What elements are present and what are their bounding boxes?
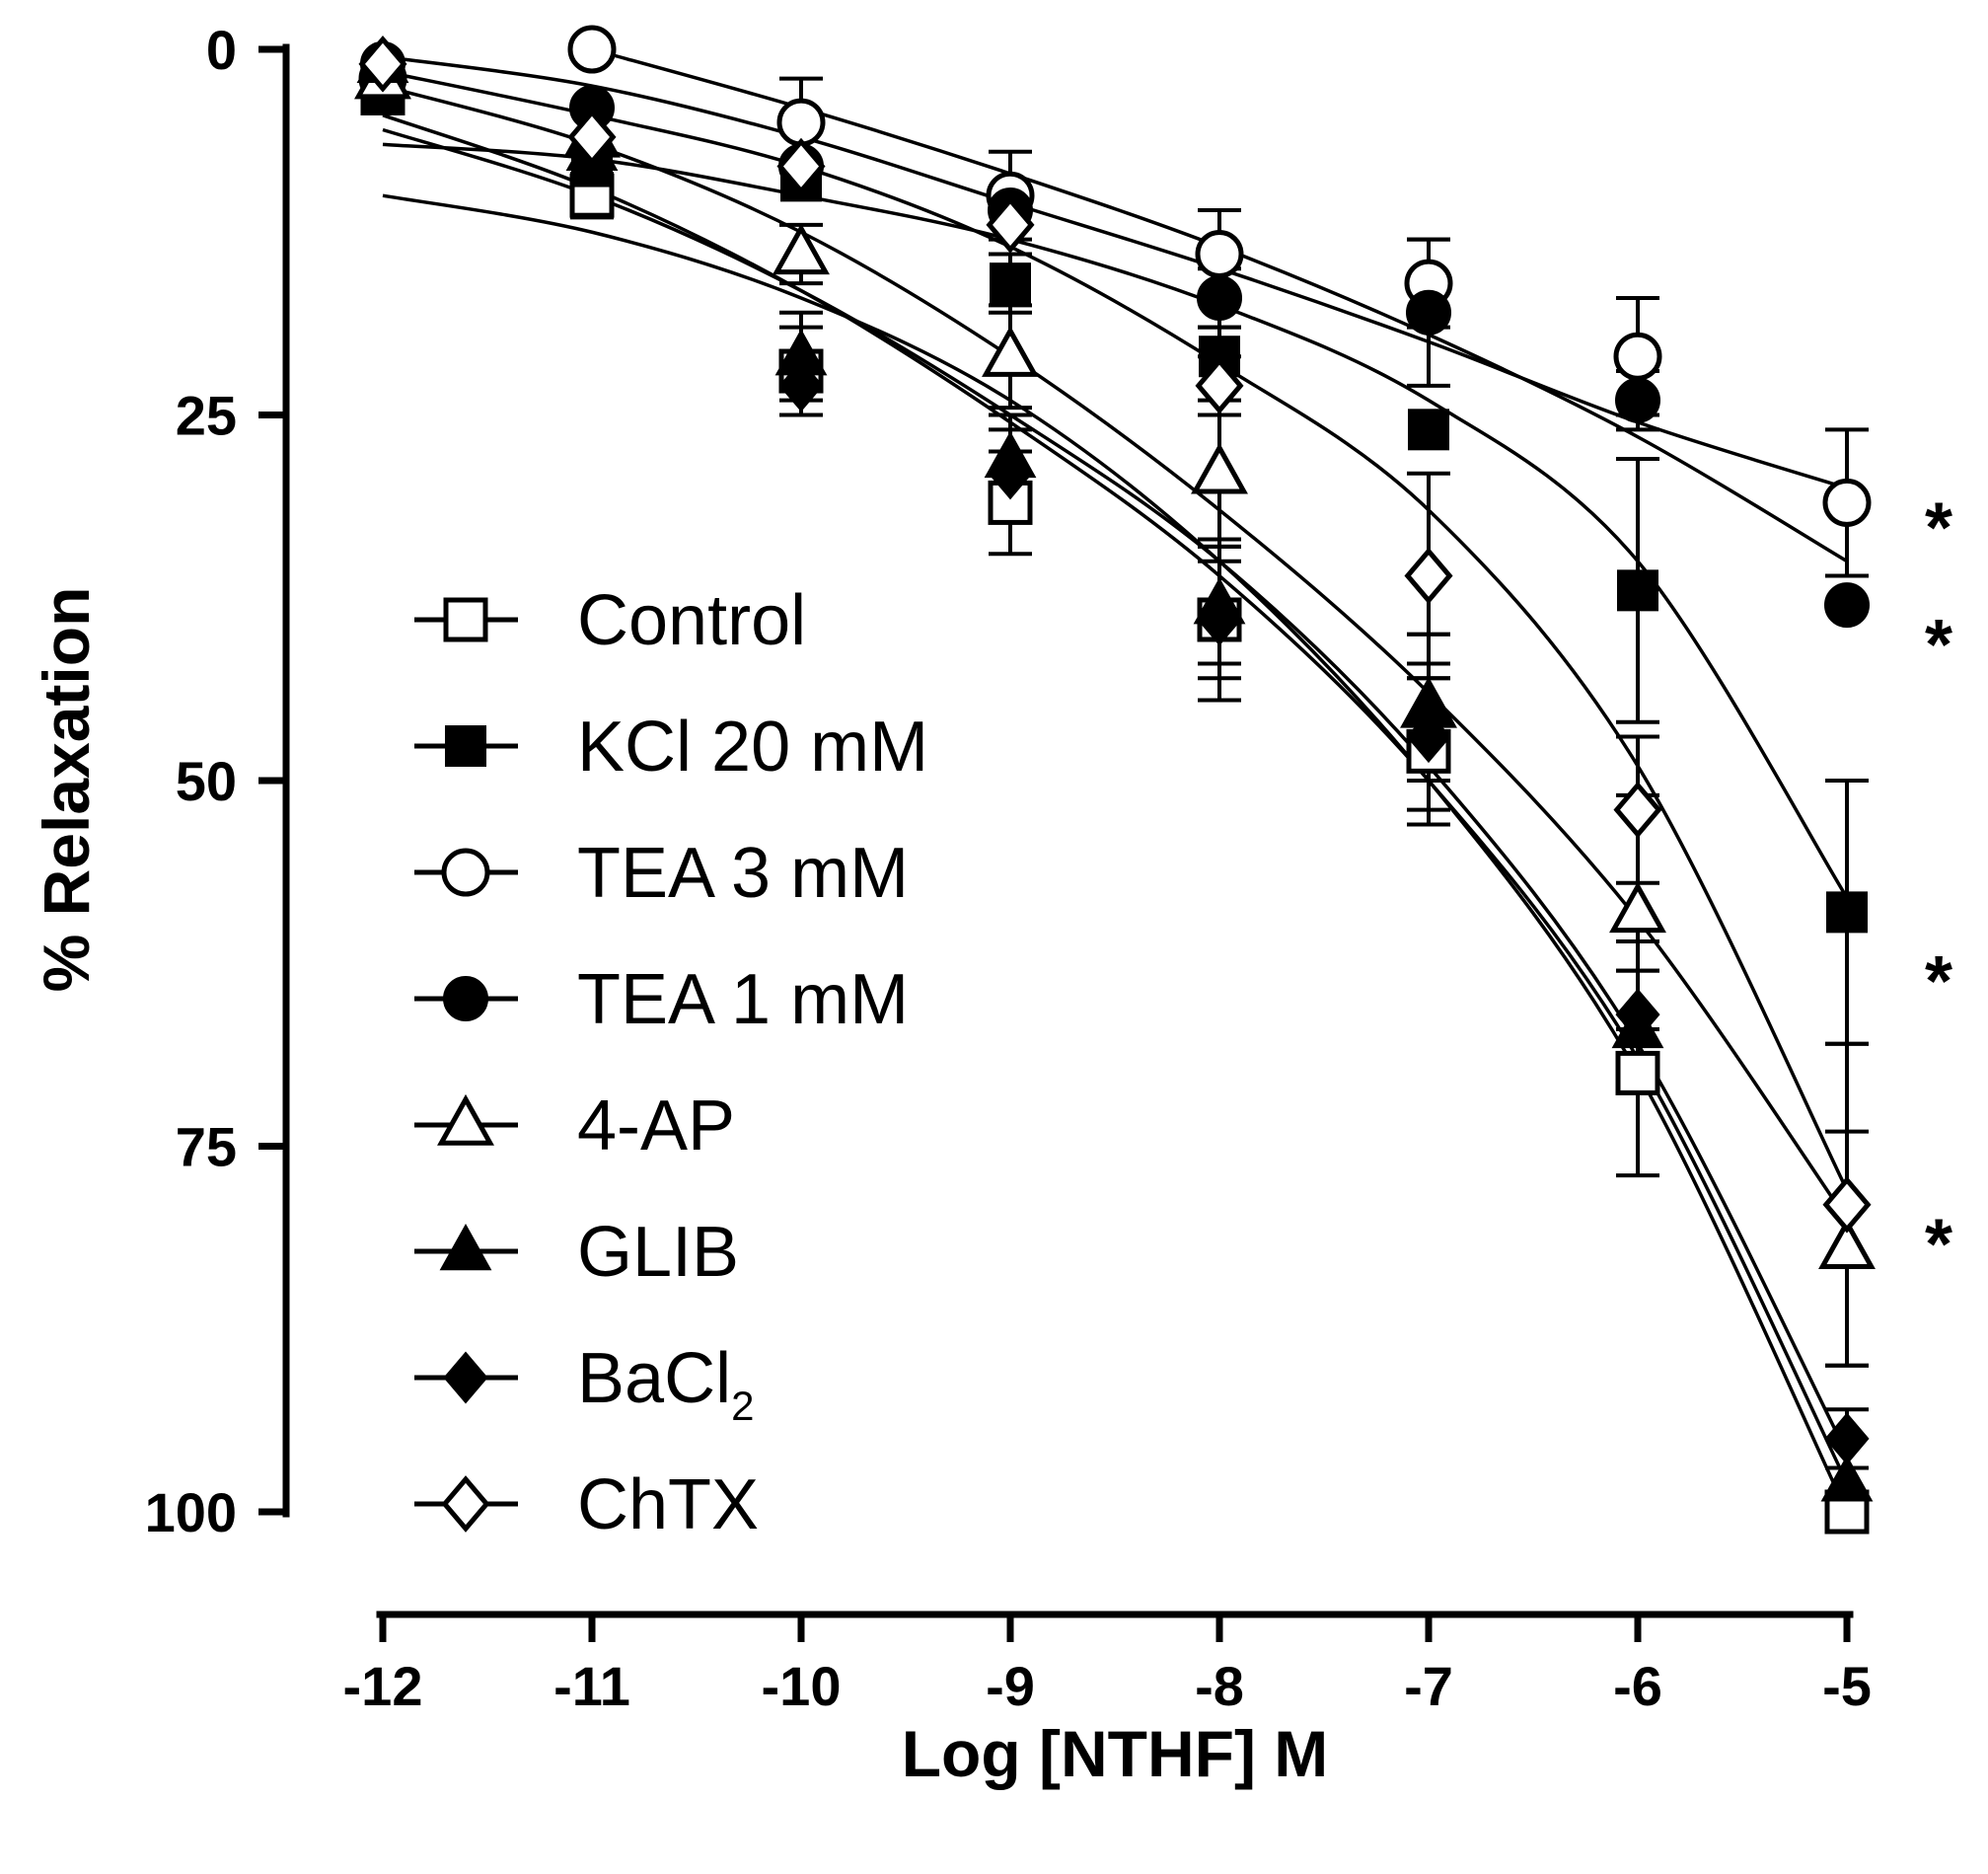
x-tick-label: -7: [1404, 1655, 1453, 1717]
legend-subscript: 2: [731, 1383, 754, 1429]
legend-label: Control: [577, 581, 806, 660]
fit-curve: [382, 69, 1849, 1191]
legend-label: BaCl2: [577, 1339, 754, 1429]
data-point: [1615, 377, 1660, 423]
data-point: [988, 447, 1033, 500]
y-tick-label: 75: [176, 1116, 237, 1178]
legend-marker: [437, 1093, 494, 1146]
data-point: [1197, 274, 1242, 321]
significance-star: *: [1925, 606, 1952, 685]
data-point: [1826, 891, 1868, 934]
data-point: [1615, 988, 1660, 1041]
legend-label: GLIB: [577, 1213, 739, 1292]
significance-star: *: [1925, 488, 1952, 567]
legend-marker: [445, 725, 486, 767]
data-point: [773, 223, 830, 275]
x-ticks: -12 -11 -10 -9 -8 -7 -6 -5: [343, 1614, 1872, 1717]
data-point: [776, 137, 826, 195]
data-point: [1613, 781, 1662, 839]
data-markers: [354, 25, 1876, 1535]
y-tick-label: 50: [176, 750, 237, 812]
legend-label: TEA 1 mM: [577, 960, 909, 1039]
data-point: [1824, 1412, 1870, 1465]
legend-marker: [439, 1223, 492, 1271]
data-point: [567, 109, 617, 166]
data-point: [1824, 582, 1870, 629]
data-point: [1820, 1455, 1874, 1502]
legend-marker: [443, 1351, 488, 1404]
significance-star: *: [1925, 1206, 1952, 1285]
data-point: [1818, 1218, 1876, 1269]
legend-marker: [441, 1475, 490, 1533]
data-point: [776, 98, 826, 147]
data-point: [1191, 442, 1248, 494]
data-point: [1195, 229, 1244, 278]
axes: [282, 43, 1854, 1618]
legend: Control KCl 20 mM TEA 3 mM TEA 1 mM 4-AP GLIB…: [414, 581, 928, 1544]
legend-label: 4-AP: [577, 1087, 735, 1165]
data-point: [1613, 332, 1662, 381]
significance-star: *: [1925, 942, 1952, 1021]
data-point: [358, 35, 407, 93]
x-tick-label: -11: [553, 1655, 630, 1717]
data-point: [1822, 1175, 1872, 1234]
y-tick-label: 25: [176, 385, 237, 447]
x-tick-label: -5: [1822, 1655, 1872, 1717]
data-point: [1195, 356, 1244, 414]
legend-marker: [443, 976, 488, 1021]
data-point: [1615, 1050, 1660, 1095]
legend-label: KCl 20 mM: [577, 708, 928, 787]
data-point: [982, 326, 1039, 377]
y-tick-label: 0: [206, 19, 237, 81]
data-point: [567, 25, 617, 74]
y-tick-label: 100: [145, 1481, 237, 1543]
fit-curve: [382, 54, 1848, 490]
legend-marker: [443, 597, 488, 642]
y-ticks: 0 25 50 75 100: [145, 19, 286, 1543]
fit-curve: [382, 142, 1849, 899]
x-axis-title: Log [NTHF] M: [902, 1717, 1329, 1790]
data-point: [1406, 710, 1451, 764]
x-tick-label: -12: [343, 1655, 423, 1717]
legend-marker: [441, 848, 490, 897]
x-tick-label: -10: [762, 1655, 842, 1717]
x-tick-label: -6: [1613, 1655, 1662, 1717]
data-point: [1822, 478, 1872, 527]
data-point: [990, 262, 1031, 305]
data-point: [1404, 547, 1453, 605]
data-point: [1408, 409, 1449, 451]
data-point: [778, 359, 824, 412]
data-point: [1617, 569, 1658, 612]
x-tick-label: -9: [986, 1655, 1035, 1717]
y-axis-title: % Relaxation: [30, 587, 103, 993]
x-tick-label: -8: [1195, 1655, 1244, 1717]
legend-label: ChTX: [577, 1465, 759, 1544]
data-point: [1197, 593, 1242, 646]
data-point: [986, 195, 1035, 254]
legend-label: TEA 3 mM: [577, 834, 909, 913]
data-point: [1406, 289, 1451, 336]
significance-annotations: * * * *: [1925, 488, 1952, 1284]
data-point: [1609, 881, 1666, 934]
